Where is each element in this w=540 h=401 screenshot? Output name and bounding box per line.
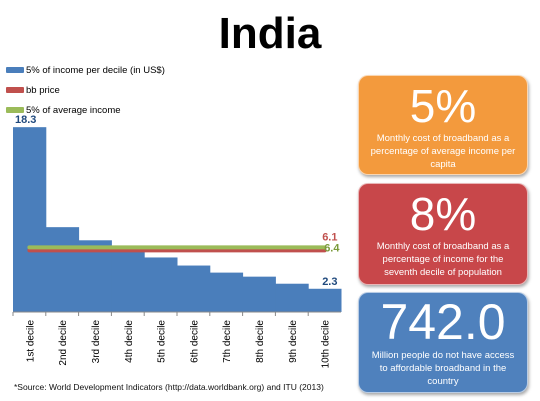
stat-description: Monthly cost of broadband as a percentag… [370,133,516,170]
legend-item-average-income: 5% of average income [6,100,165,120]
stat-card-people-without-access: 742.0 Million people do not have access … [358,292,528,393]
legend-swatch-bb-price [6,87,24,93]
stat-value: 5% [409,80,477,132]
legend-item-income: 5% of income per decile (in US$) [6,60,165,80]
bar-1 [13,127,47,312]
data-label-1: 18.3 [15,114,36,126]
stat-value: 742.0 [380,294,506,350]
x-tick-label-1: 1st decile [25,320,36,363]
bar-8 [242,276,276,312]
stat-description: Monthly cost of broadband as a percentag… [376,241,510,278]
legend-label-average-income: 5% of average income [26,104,121,116]
stat-value: 8% [409,188,477,240]
legend-swatch-income [6,67,24,73]
x-tick-label-7: 7th decile [222,320,233,363]
x-tick-label-4: 4th decile [124,320,135,363]
bar-7 [209,272,244,312]
x-tick-label-5: 5th decile [157,320,168,363]
decile-chart: 1st decile 2nd decile 3rd decile 4th decile… [12,114,342,369]
stat-card-average-income: 5% Monthly cost of broadband as a percen… [358,75,528,175]
x-tick-label-10: 10th decile [321,320,332,369]
bar-4 [111,250,145,312]
data-label-4: 2.3 [322,276,337,288]
bar-10 [308,288,342,312]
x-tick-label-8: 8th decile [255,320,266,363]
x-tick-label-3: 3rd decile [91,320,102,364]
bar-6 [177,265,211,312]
x-tick-label-2: 2nd decile [58,320,69,366]
stat-description: Million people do not have access to aff… [371,350,515,387]
stat-card-seventh-decile: 8% Monthly cost of broadband as a percen… [358,183,528,285]
x-tick-label-6: 6th decile [189,320,200,363]
data-label-2: 6.1 [322,231,337,243]
legend-swatch-average-income [6,107,24,113]
legend-label-income: 5% of income per decile (in US$) [26,64,165,76]
bar-5 [144,257,178,312]
legend-label-bb-price: bb price [26,84,60,96]
page-title: India [218,9,322,58]
legend-item-bb-price: bb price [6,80,165,100]
bar-2 [45,227,80,312]
source-note: *Source: World Development Indicators (h… [14,382,324,392]
chart-legend: 5% of income per decile (in US$) bb pric… [6,60,165,120]
x-tick-label-9: 9th decile [288,320,299,363]
bar-9 [275,283,309,312]
data-label-3: 6.4 [324,242,340,254]
